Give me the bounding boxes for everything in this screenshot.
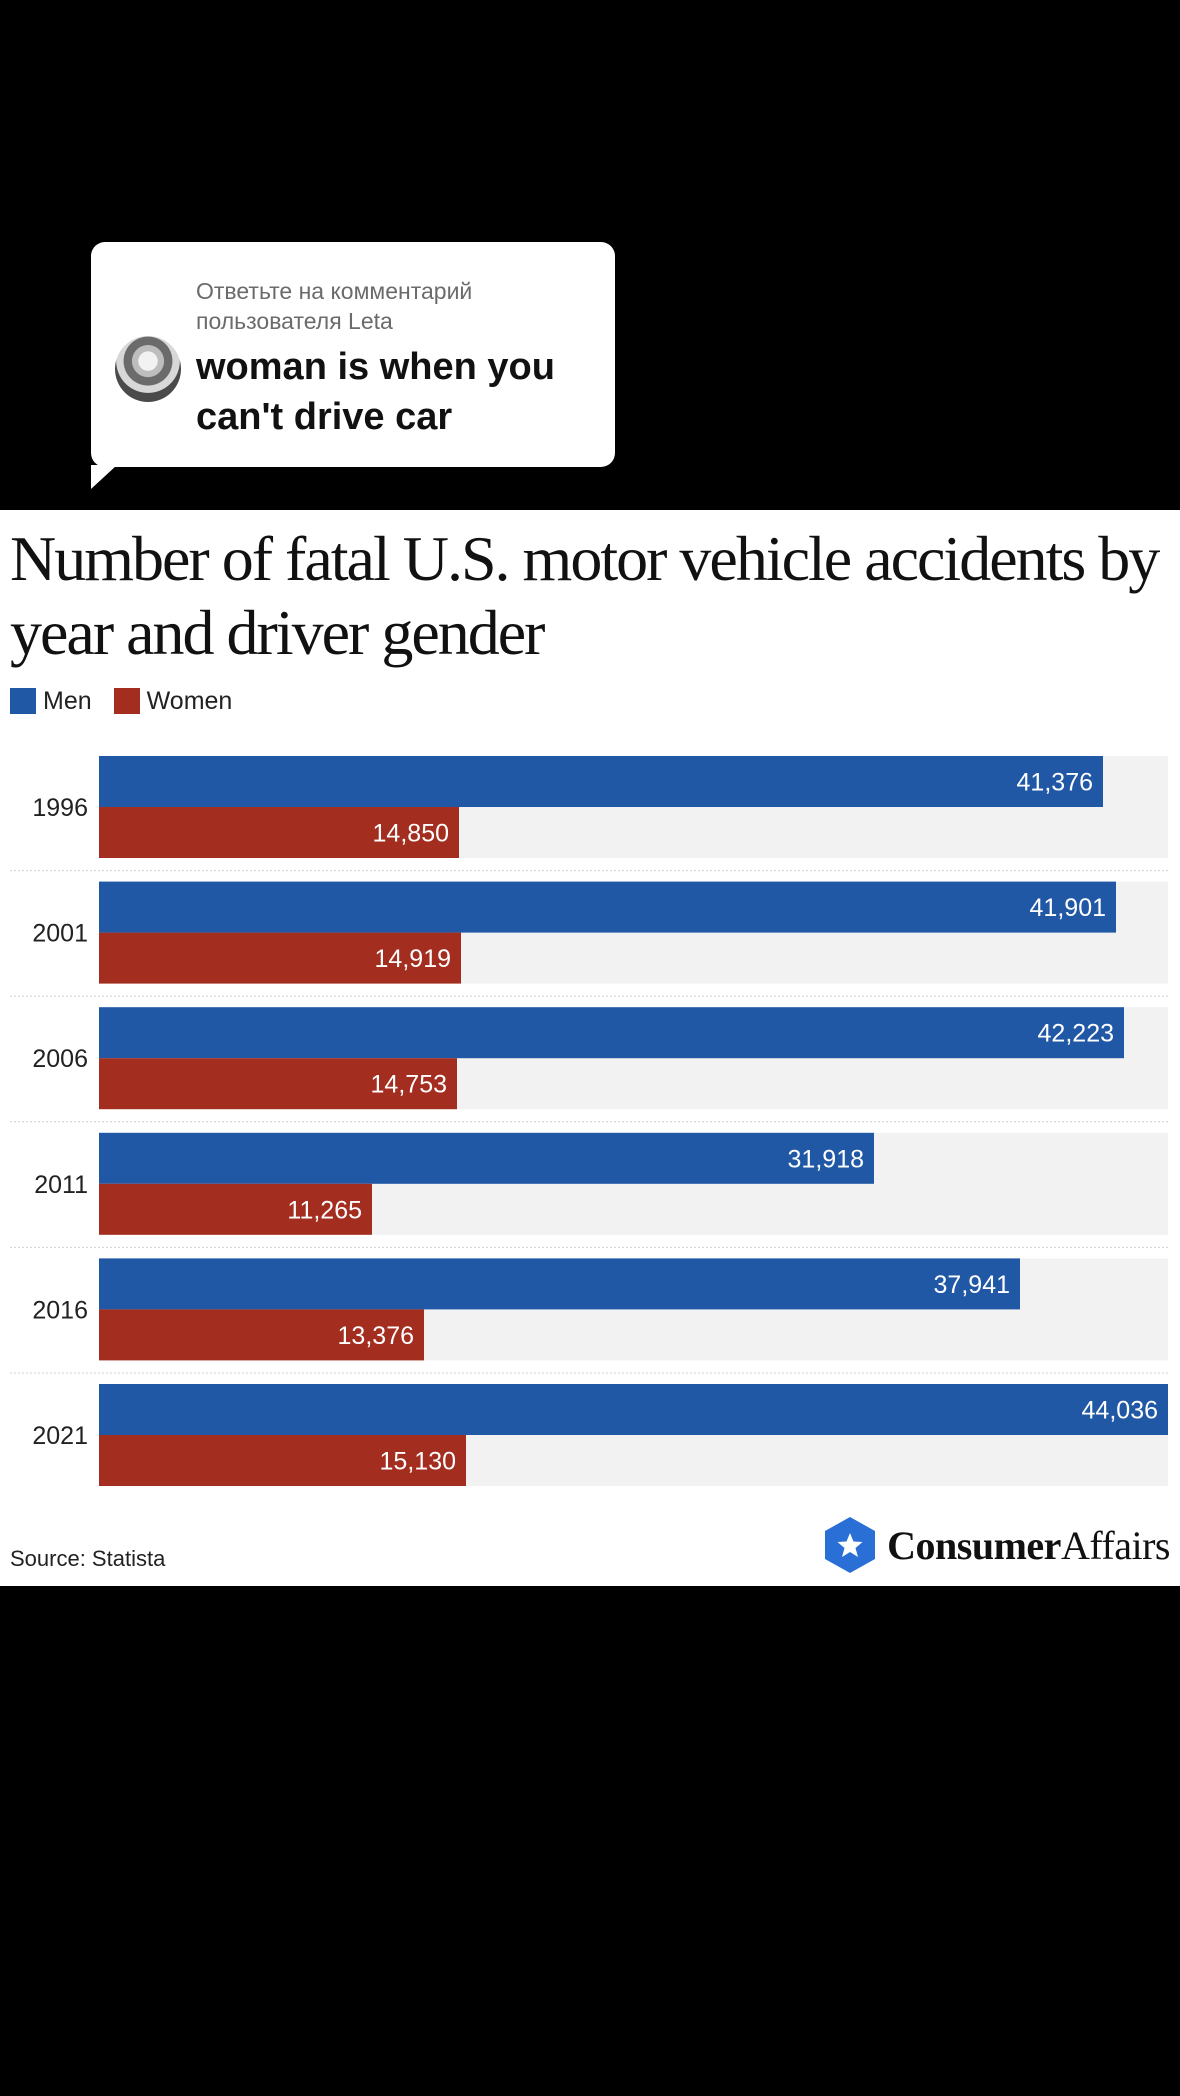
- value-label-women: 14,919: [375, 945, 451, 973]
- chart-card: Number of fatal U.S. motor vehicle accid…: [0, 510, 1180, 1586]
- year-tick-label: 2006: [32, 1045, 88, 1073]
- bar-women: [99, 1309, 424, 1361]
- legend-label-women: Women: [146, 686, 233, 715]
- value-label-women: 13,376: [338, 1322, 414, 1350]
- value-label-women: 11,265: [287, 1196, 362, 1224]
- legend-swatch-men: [10, 688, 36, 714]
- value-label-men: 31,918: [788, 1145, 864, 1173]
- value-label-women: 14,753: [371, 1071, 447, 1099]
- logo-text-affairs: Affairs: [1060, 1522, 1171, 1568]
- reply-comment-bubble[interactable]: Ответьте на комментарий пользователя Let…: [91, 242, 615, 489]
- bar-women: [99, 1058, 457, 1110]
- value-label-men: 44,036: [1082, 1397, 1158, 1425]
- star-icon: [825, 1517, 876, 1573]
- bar-men: [99, 756, 1103, 807]
- year-tick-label: 2011: [34, 1171, 88, 1199]
- bar-men: [99, 1258, 1020, 1310]
- value-label-men: 42,223: [1038, 1020, 1114, 1048]
- bar-women: [99, 807, 459, 858]
- chart-legend: Men Women: [10, 686, 254, 716]
- source-note: Source: Statista: [10, 1546, 166, 1571]
- bar-women: [99, 932, 461, 984]
- consumeraffairs-logo: Consumer Affairs: [823, 1516, 1171, 1574]
- bar-chart: 1996 41,376 14,850 2001 41,901 14,919 2006 42,2…: [10, 756, 1168, 1486]
- legend-item-women: Women: [113, 686, 233, 716]
- reply-bubble-tail: [91, 465, 117, 489]
- year-tick-label: 2001: [32, 920, 88, 948]
- reply-comment-text: woman is when you can't drive car: [196, 346, 555, 438]
- chart-title: Number of fatal U.S. motor vehicle accid…: [10, 523, 1160, 668]
- value-label-men: 37,941: [934, 1271, 1010, 1299]
- year-tick-label: 1996: [32, 794, 88, 822]
- commenter-avatar: [115, 336, 181, 402]
- logo-text-consumer: Consumer: [887, 1522, 1061, 1568]
- legend-swatch-women: [113, 688, 140, 714]
- bar-women: [99, 1435, 466, 1486]
- bar-men: [99, 1007, 1124, 1059]
- year-tick-label: 2016: [32, 1296, 88, 1324]
- bar-women: [99, 1183, 372, 1235]
- value-label-women: 15,130: [380, 1448, 456, 1476]
- value-label-men: 41,376: [1017, 769, 1093, 797]
- legend-item-men: Men: [10, 687, 92, 716]
- bar-men: [99, 1384, 1168, 1435]
- legend-label-men: Men: [43, 686, 92, 715]
- value-label-men: 41,901: [1030, 894, 1106, 922]
- value-label-women: 14,850: [373, 820, 449, 848]
- bar-men: [99, 1132, 874, 1184]
- bar-men: [99, 881, 1116, 933]
- reply-header-text: Ответьте на комментарий пользователя Let…: [196, 278, 473, 334]
- year-tick-label: 2021: [32, 1422, 88, 1450]
